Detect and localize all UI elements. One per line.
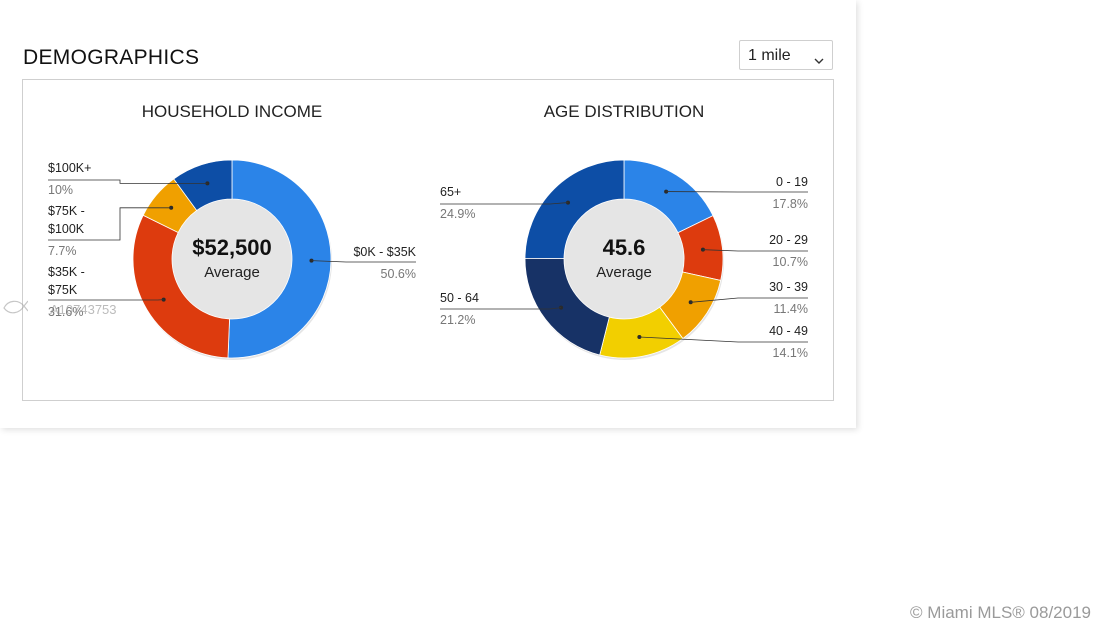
slice-label: 30 - 39: [769, 280, 808, 294]
slice-percent: 10.7%: [773, 255, 808, 269]
copyright-notice: © Miami MLS® 08/2019: [910, 603, 1091, 622]
center-value: $52,500: [192, 235, 272, 260]
radius-select[interactable]: 1 mile: [739, 40, 833, 70]
slice-percent: 17.8%: [773, 197, 808, 211]
radius-select-value: 1 mile: [748, 47, 791, 64]
donut-slice: [132, 214, 230, 359]
slice-label: $0K - $35K: [353, 245, 416, 259]
slice-percent: 10%: [48, 183, 73, 197]
chart-title: AGE DISTRIBUTION: [544, 102, 705, 121]
slice-connector: [690, 297, 808, 303]
slice-connector: [48, 207, 172, 241]
slice-connector: [48, 179, 208, 184]
slice-label: 20 - 29: [769, 233, 808, 247]
slice-label: $35K -: [48, 265, 85, 279]
slice-percent: 7.7%: [48, 244, 77, 258]
center-value: 45.6: [603, 235, 646, 260]
slice-label: 65+: [440, 185, 461, 199]
donut-slice: [173, 159, 233, 212]
section-title: DEMOGRAPHICS: [23, 46, 200, 69]
slice-connector: [311, 260, 416, 263]
chart-title: HOUSEHOLD INCOME: [142, 102, 322, 121]
slice-percent: 14.1%: [773, 346, 808, 360]
slice-label: 50 - 64: [440, 291, 479, 305]
slice-label: $75K -: [48, 204, 85, 218]
fish-logo-icon: [2, 297, 29, 322]
slice-percent: 21.2%: [440, 313, 475, 327]
slice-connector: [639, 336, 808, 343]
donut-slice: [524, 159, 625, 259]
slice-label: 0 - 19: [776, 175, 808, 189]
slice-label: $100K: [48, 222, 85, 236]
slice-percent: 31.6%: [48, 305, 83, 319]
slice-percent: 50.6%: [381, 267, 416, 281]
slice-connector: [440, 202, 569, 205]
watermark-left: A10743753: [2, 297, 117, 322]
slice-connector: [440, 307, 562, 310]
center-label: Average: [596, 264, 652, 281]
center-label: Average: [204, 264, 260, 281]
slice-connector: [702, 249, 808, 252]
listing-id: A10743753: [50, 302, 117, 317]
slice-label: $100K+: [48, 161, 91, 175]
demographics-panel: DEMOGRAPHICS 1 mile: [22, 40, 834, 401]
slice-percent: 11.4%: [773, 302, 808, 316]
donut-slice: [227, 159, 332, 359]
slice-label: 40 - 49: [769, 324, 808, 338]
slice-label: $75K: [48, 283, 78, 297]
slice-percent: 24.9%: [440, 207, 475, 221]
chevron-down-icon: [814, 52, 824, 70]
